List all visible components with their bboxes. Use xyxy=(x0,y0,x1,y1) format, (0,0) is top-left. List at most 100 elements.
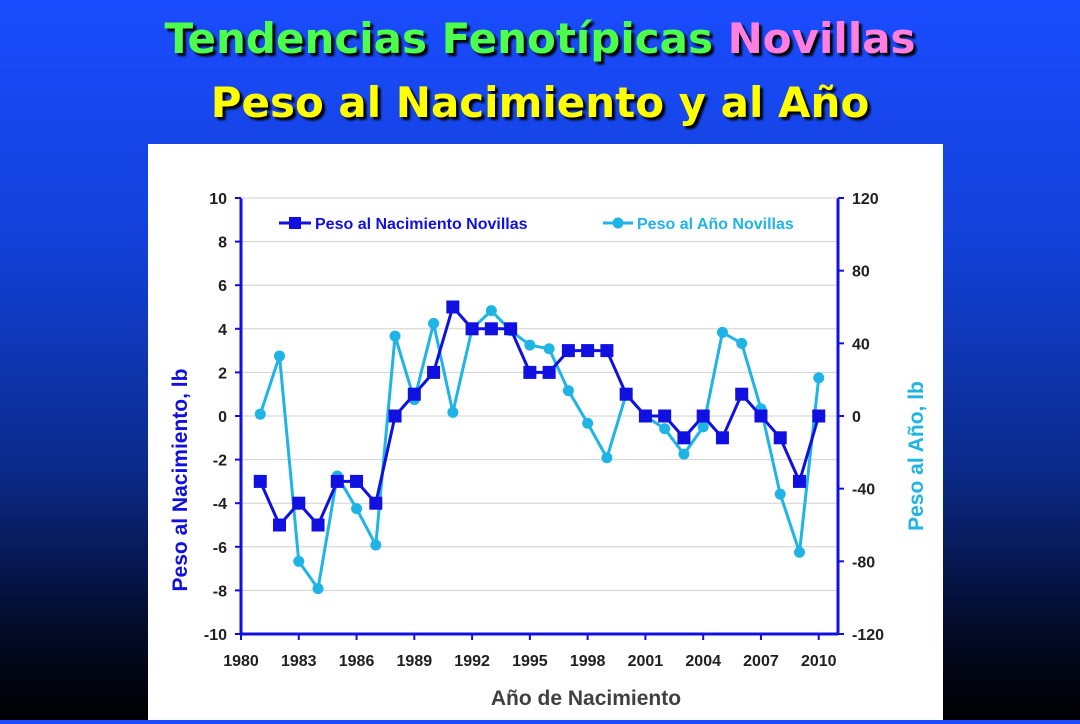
right-tick-label: -40 xyxy=(852,482,875,499)
data-point-peso-al-ano xyxy=(697,421,709,433)
left-tick-label: -10 xyxy=(204,627,227,644)
x-tick-label: 2004 xyxy=(685,653,721,670)
data-point-peso-al-ano xyxy=(447,406,459,418)
left-axis-ticks: 10 8 6 4 2 0 -2 -4 -6 -8 -10 xyxy=(204,191,241,644)
data-point-peso-al-ano xyxy=(351,503,363,515)
series-peso-al-ano xyxy=(254,305,825,595)
data-point-peso-al-ano xyxy=(428,317,440,329)
left-tick-label: 8 xyxy=(218,235,227,252)
data-point-peso-al-nacimiento xyxy=(754,409,768,423)
right-tick-label: 40 xyxy=(852,336,870,353)
data-point-peso-al-nacimiento xyxy=(696,409,710,423)
data-point-peso-al-nacimiento xyxy=(619,387,633,401)
x-tick-label: 1998 xyxy=(570,653,606,670)
data-point-peso-al-ano xyxy=(813,372,825,384)
data-point-peso-al-nacimiento xyxy=(407,387,421,401)
data-point-peso-al-ano xyxy=(254,408,266,420)
x-axis-label: Año de Nacimiento xyxy=(491,687,681,710)
title-part-1: Tendencias Fenotípicas xyxy=(164,14,714,63)
right-tick-label: 120 xyxy=(852,191,879,208)
data-point-peso-al-ano xyxy=(678,448,690,460)
right-tick-label: -120 xyxy=(852,627,884,644)
data-point-peso-al-nacimiento xyxy=(504,322,518,336)
left-tick-label: -2 xyxy=(213,453,227,470)
data-point-peso-al-ano xyxy=(716,326,728,338)
data-point-peso-al-ano xyxy=(389,330,401,342)
data-point-peso-al-nacimiento xyxy=(542,365,556,379)
x-tick-label: 1989 xyxy=(397,653,433,670)
data-point-peso-al-nacimiento xyxy=(427,365,441,379)
x-tick-label: 1995 xyxy=(512,653,548,670)
data-point-peso-al-nacimiento xyxy=(735,387,749,401)
x-tick-label: 1992 xyxy=(454,653,490,670)
x-tick-label: 2007 xyxy=(743,653,779,670)
left-tick-label: 6 xyxy=(218,278,227,295)
x-axis-ticks: 1980 1983 1986 1989 1992 1995 1998 2001 2004 2007… xyxy=(223,634,837,670)
data-point-peso-al-nacimiento xyxy=(600,344,614,358)
data-point-peso-al-nacimiento xyxy=(677,431,691,445)
x-tick-label: 2010 xyxy=(801,653,837,670)
x-tick-label: 1983 xyxy=(281,653,317,670)
data-point-peso-al-ano xyxy=(659,423,671,435)
data-point-peso-al-ano xyxy=(543,343,555,355)
x-tick-label: 1986 xyxy=(339,653,375,670)
data-point-peso-al-nacimiento xyxy=(523,365,537,379)
legend: Peso al Nacimiento Novillas Peso al Año N… xyxy=(279,216,794,233)
data-point-peso-al-nacimiento xyxy=(658,409,672,423)
x-tick-label: 2001 xyxy=(628,653,664,670)
data-point-peso-al-nacimiento xyxy=(715,431,729,445)
y-axis-label-right: Peso al Año, lb xyxy=(905,381,928,531)
data-point-peso-al-nacimiento xyxy=(253,474,267,488)
data-point-peso-al-nacimiento xyxy=(369,496,383,510)
left-tick-label: -4 xyxy=(213,496,227,513)
data-point-peso-al-nacimiento xyxy=(792,474,806,488)
right-tick-label: 80 xyxy=(852,264,870,281)
legend-marker-birth xyxy=(289,217,301,229)
data-point-peso-al-nacimiento xyxy=(292,496,306,510)
left-tick-label: 0 xyxy=(218,409,227,426)
data-point-peso-al-ano xyxy=(485,305,497,317)
legend-label-year: Peso al Año Novillas xyxy=(637,216,794,233)
left-tick-label: -8 xyxy=(213,583,227,600)
data-point-peso-al-nacimiento xyxy=(465,322,479,336)
left-tick-label: 2 xyxy=(218,365,227,382)
left-tick-label: 4 xyxy=(218,322,227,339)
right-tick-label: -80 xyxy=(852,554,875,571)
data-point-peso-al-ano xyxy=(274,350,286,362)
y-axis-label-left: Peso al Nacimiento, lb xyxy=(169,369,192,592)
slide-subtitle: Peso al Nacimiento y al Año xyxy=(210,78,870,127)
legend-marker-year xyxy=(612,217,624,229)
data-point-peso-al-nacimiento xyxy=(773,431,787,445)
data-point-peso-al-nacimiento xyxy=(388,409,402,423)
left-tick-label: 10 xyxy=(209,191,227,208)
slide-title: Tendencias Fenotípicas Novillas xyxy=(0,14,1080,63)
data-point-peso-al-nacimiento xyxy=(273,518,287,532)
data-point-peso-al-nacimiento xyxy=(311,518,325,532)
data-point-peso-al-ano xyxy=(736,337,748,349)
title-part-2: Novillas xyxy=(727,14,916,63)
x-tick-label: 1980 xyxy=(223,653,259,670)
data-point-peso-al-ano xyxy=(774,488,786,500)
data-point-peso-al-ano xyxy=(370,539,382,551)
data-point-peso-al-nacimiento xyxy=(484,322,498,336)
right-axis-ticks: 120 80 40 0 -40 -80 -120 xyxy=(838,191,884,644)
data-point-peso-al-nacimiento xyxy=(561,344,575,358)
data-point-peso-al-nacimiento xyxy=(581,344,595,358)
data-point-peso-al-nacimiento xyxy=(350,474,364,488)
data-point-peso-al-ano xyxy=(293,555,305,567)
gridlines xyxy=(241,197,838,635)
data-point-peso-al-nacimiento xyxy=(638,409,652,423)
data-point-peso-al-nacimiento xyxy=(330,474,344,488)
data-point-peso-al-nacimiento xyxy=(812,409,826,423)
left-tick-label: -6 xyxy=(213,540,227,557)
right-tick-label: 0 xyxy=(852,409,861,426)
chart-panel: 10 8 6 4 2 0 -2 -4 -6 -8 -10 120 80 40 0 -40 -80 -120 19… xyxy=(148,144,943,720)
data-point-peso-al-ano xyxy=(562,385,574,397)
legend-label-birth: Peso al Nacimiento Novillas xyxy=(315,216,528,233)
series-peso-al-nacimiento xyxy=(253,300,826,532)
data-point-peso-al-ano xyxy=(793,546,805,558)
data-point-peso-al-ano xyxy=(524,339,536,351)
data-point-peso-al-ano xyxy=(582,417,594,429)
line-chart: 10 8 6 4 2 0 -2 -4 -6 -8 -10 120 80 40 0 -40 -80 -120 19… xyxy=(169,191,928,710)
data-point-peso-al-ano xyxy=(601,452,613,464)
